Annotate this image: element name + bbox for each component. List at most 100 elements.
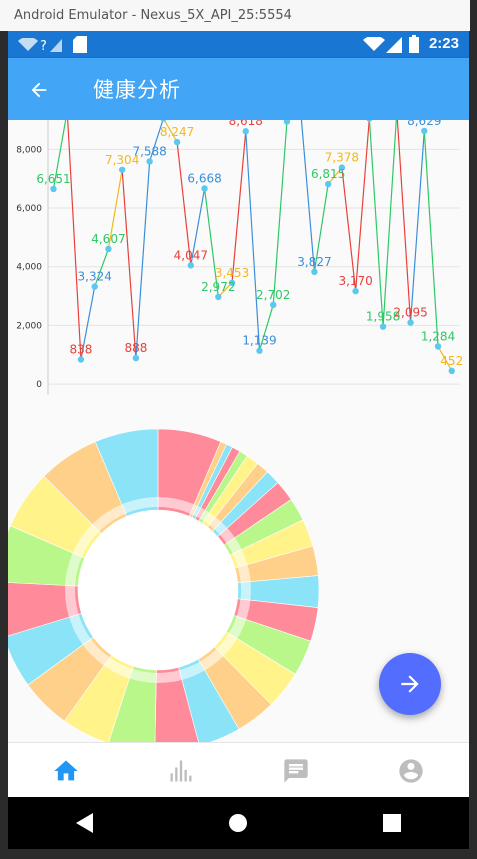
data-point [338, 164, 346, 171]
chart-axis-labels: 02,0004,0006,0008,0001月1日1月6日1月11日1月16日1… [16, 145, 42, 390]
data-label: 2,702 [256, 288, 290, 302]
data-point [256, 347, 263, 354]
system-navigation-bar [8, 797, 469, 849]
donut-slices [8, 428, 320, 742]
data-label: 1,139 [242, 334, 276, 348]
data-point [146, 158, 153, 165]
line-segment [341, 167, 357, 292]
page-title: 健康分析 [93, 78, 181, 102]
line-segment [409, 130, 425, 323]
data-label: 4,047 [174, 248, 208, 262]
system-back-button[interactable] [65, 803, 105, 843]
data-point [118, 166, 126, 173]
nav-home[interactable] [8, 743, 123, 798]
home-icon [53, 760, 78, 780]
line-segment [423, 130, 439, 347]
circle-home-icon [229, 814, 248, 832]
line-segment [300, 120, 316, 272]
daily-line-chart: 6,651 838 3,324 4,607 7,304 888 7,588 8,247 4,04… [16, 120, 463, 395]
device-screen: ? 2:23 健康分析 6,651 838 3,324 4,607 7,304 888 7,… [8, 31, 469, 849]
chart-points [50, 120, 455, 375]
square-recents-icon [383, 814, 402, 832]
data-point [366, 120, 373, 122]
donut-inner-ring [65, 497, 251, 683]
line-segment [163, 120, 178, 143]
data-label: 1,958 [366, 310, 400, 324]
data-label: 1,284 [421, 329, 455, 343]
data-label: 888 [124, 341, 147, 355]
arrow-back-icon [31, 82, 47, 98]
wifi-icon [18, 38, 38, 51]
line-segment [231, 131, 247, 283]
line-segment [107, 169, 123, 250]
data-label: 8,629 [407, 120, 441, 128]
data-label: 3,453 [215, 266, 249, 280]
data-point [379, 323, 387, 330]
data-label: 3,170 [338, 274, 372, 288]
back-button[interactable] [22, 73, 56, 107]
bar-chart-icon [170, 760, 192, 781]
analysis-content[interactable]: 6,651 838 3,324 4,607 7,304 888 7,588 8,247 4,04… [8, 120, 469, 742]
line-segment [203, 188, 219, 297]
data-point [173, 138, 181, 146]
data-point [448, 367, 455, 375]
data-label: 3,827 [297, 255, 331, 269]
status-time: 2:23 [428, 35, 459, 52]
data-point [215, 293, 222, 301]
data-point [352, 287, 359, 295]
bottom-navigation [8, 742, 469, 798]
data-label: 452 [440, 354, 463, 368]
line-segment [217, 282, 233, 298]
nav-profile[interactable] [354, 743, 469, 798]
data-point [228, 279, 236, 286]
line-segment [437, 346, 453, 372]
data-point [421, 127, 428, 135]
data-label: 7,588 [132, 144, 166, 158]
nav-messages[interactable] [239, 743, 354, 798]
data-point [407, 319, 414, 326]
donut-hole [78, 510, 238, 670]
line-segment [396, 120, 412, 323]
system-home-button[interactable] [218, 803, 258, 843]
chart-lines [52, 120, 453, 372]
status-bar: ? 2:23 [8, 31, 469, 58]
line-segment [67, 120, 82, 360]
data-point [160, 120, 167, 122]
data-point [201, 185, 208, 192]
data-point [270, 301, 277, 309]
line-segment [94, 248, 109, 287]
line-segment [80, 286, 96, 360]
data-label: 6,668 [187, 171, 221, 185]
data-point [311, 268, 318, 276]
line-segment [313, 184, 329, 272]
line-segment [245, 131, 261, 351]
y-tick-label: 4,000 [16, 263, 42, 273]
line-segment [327, 167, 343, 185]
data-label: 8,618 [229, 120, 263, 128]
message-icon [284, 758, 308, 783]
nav-statistics[interactable] [123, 743, 238, 798]
data-point [242, 128, 249, 135]
data-label: 838 [70, 343, 93, 357]
line-segment [190, 188, 206, 266]
y-tick-label: 0 [36, 380, 42, 390]
data-point [434, 343, 442, 350]
line-segment [258, 304, 274, 351]
next-fab-button[interactable] [379, 653, 441, 715]
line-segment [368, 120, 384, 327]
data-label: 7,304 [105, 153, 139, 167]
svg-text:?: ? [40, 39, 47, 53]
data-label: 7,378 [325, 151, 359, 165]
data-point [91, 283, 98, 290]
y-tick-label: 8,000 [16, 145, 42, 155]
data-label: 4,607 [91, 232, 125, 246]
data-point [50, 185, 57, 193]
donut-chart [8, 428, 320, 742]
cell-signal-icon [386, 37, 402, 53]
data-point [105, 245, 112, 253]
system-recents-button[interactable] [372, 803, 412, 843]
data-label: 6,651 [36, 172, 70, 186]
data-label: 3,324 [78, 270, 112, 284]
data-label: 2,972 [201, 280, 235, 294]
